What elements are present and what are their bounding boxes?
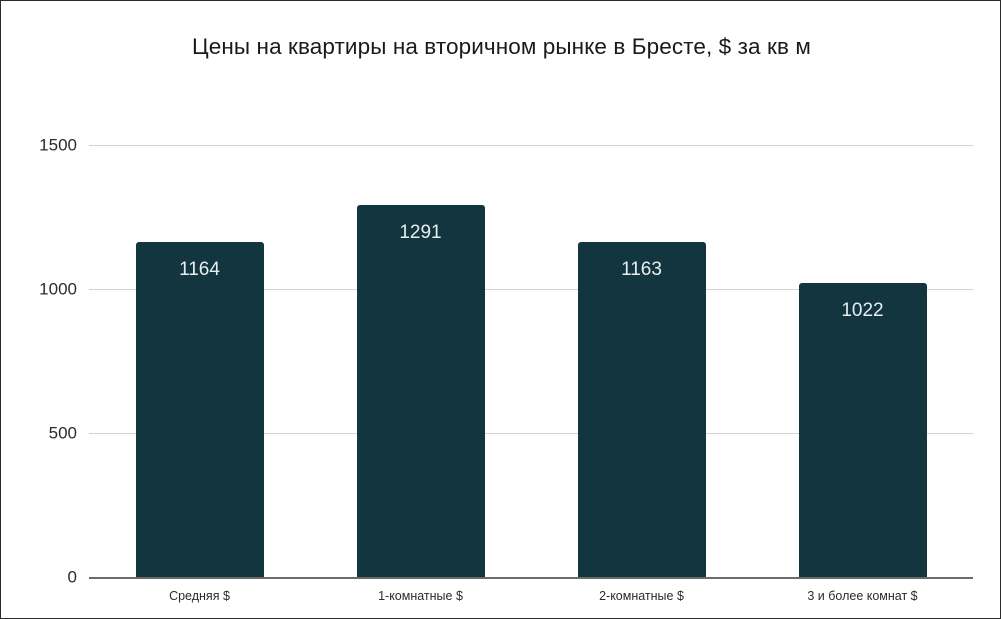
y-tick-label: 0: [67, 567, 77, 587]
bar-group[interactable]: 1164: [135, 145, 264, 577]
bar-value-label: 1164: [179, 258, 220, 280]
chart-title: Цены на квартиры на вторичном рынке в Бр…: [192, 34, 811, 59]
gridline: [89, 289, 973, 290]
x-tick-label: 1-комнатные $: [378, 589, 463, 603]
x-axis: Средняя $ 1-комнатные $ 2-комнатные $ 3 и б…: [89, 590, 973, 612]
y-tick-label: 1500: [39, 135, 77, 155]
gridline: [89, 433, 973, 434]
y-axis: 0 500 1000 1500: [1, 137, 77, 586]
gridline: [89, 145, 973, 146]
bar-value-label: 1291: [399, 222, 442, 244]
bar[interactable]: [356, 205, 485, 577]
x-tick-label: Средняя $: [169, 589, 230, 603]
bar-value-label: 1022: [841, 299, 884, 321]
x-tick-label: 2-комнатные $: [599, 589, 684, 603]
y-tick-label: 1000: [39, 279, 77, 299]
bar-group[interactable]: 1163: [577, 145, 706, 577]
bar[interactable]: [577, 242, 706, 577]
plot-area: [89, 145, 973, 579]
bar[interactable]: [135, 241, 264, 577]
bar-group[interactable]: 1291: [356, 145, 485, 577]
bar-value-label: 1163: [621, 259, 662, 281]
x-tick-label: 3 и более комнат $: [807, 589, 918, 603]
bars-layer: 1164 1291 1163 1022: [89, 145, 973, 577]
bar-group[interactable]: 1022: [798, 145, 927, 577]
axis-baseline: [89, 577, 973, 579]
y-tick-label: 500: [48, 423, 77, 443]
bar[interactable]: [798, 282, 927, 577]
